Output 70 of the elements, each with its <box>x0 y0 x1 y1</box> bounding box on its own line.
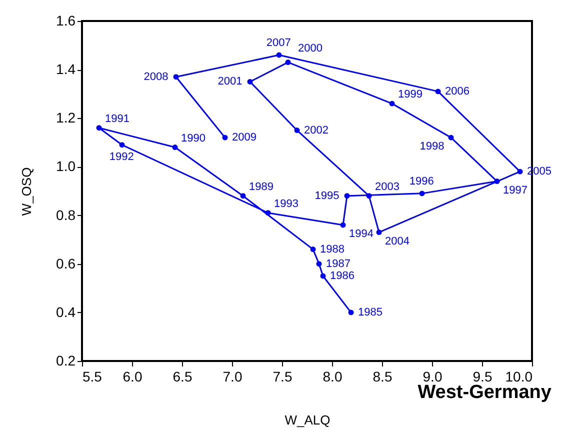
x-tick-label: 8.0 <box>322 368 342 384</box>
y-tick-label: 0.6 <box>56 255 76 272</box>
x-axis-title: W_ALQ <box>284 412 330 428</box>
point <box>294 128 300 134</box>
annotation: 1997 <box>503 184 528 196</box>
x-tick-label: 9.5 <box>472 368 492 384</box>
annotation: 1990 <box>181 132 206 144</box>
point <box>389 100 395 106</box>
x-tick-label: 5.5 <box>82 368 102 384</box>
point <box>320 273 326 279</box>
annotation: 2003 <box>375 180 400 193</box>
annotation: 1995 <box>314 190 340 202</box>
annotation: 2001 <box>218 76 242 88</box>
point <box>240 193 246 199</box>
point <box>448 134 454 140</box>
point <box>247 78 253 84</box>
annotation: 1993 <box>274 198 298 210</box>
annotation: 2004 <box>385 235 410 248</box>
annotation: 2006 <box>445 85 470 98</box>
annotation: 1987 <box>326 258 350 270</box>
x-tick-label: 7.5 <box>272 368 292 384</box>
point <box>366 193 372 199</box>
point <box>96 125 102 131</box>
y-tick-label: 1.0 <box>56 158 76 174</box>
y-axis-title: W_OSQ <box>19 167 34 216</box>
annotation: 1999 <box>398 88 422 101</box>
point <box>419 190 425 196</box>
y-tick-label: 0.2 <box>56 352 76 368</box>
x-tick-label: 6.5 <box>172 368 192 384</box>
point <box>310 246 316 252</box>
x-tick-label: 10.0 <box>505 368 533 384</box>
point <box>276 52 282 58</box>
point <box>173 74 179 80</box>
annotation: 2002 <box>304 124 328 136</box>
annotation: 1991 <box>105 112 130 125</box>
point <box>265 210 271 216</box>
point <box>172 144 178 150</box>
x-tick-label: 7.0 <box>222 368 242 384</box>
annotation: 1994 <box>349 228 374 240</box>
point <box>340 222 346 228</box>
annotation: 1986 <box>330 270 354 282</box>
text: West-Germany <box>418 382 552 403</box>
annotation: 2008 <box>144 70 168 83</box>
point <box>494 178 500 184</box>
point <box>517 168 523 174</box>
annotation: 2007 <box>266 37 291 49</box>
y-tick-label: 0.4 <box>56 304 76 320</box>
y-tick-label: 1.6 <box>56 12 76 28</box>
point <box>119 142 125 148</box>
y-tick-label: 1.2 <box>56 110 76 126</box>
point <box>344 193 350 199</box>
x-tick-label: 6.0 <box>122 368 142 384</box>
annotation: 1996 <box>409 175 434 188</box>
point <box>316 261 322 267</box>
x-tick-label: 8.5 <box>372 368 392 384</box>
x-tick-label: 9.0 <box>422 368 442 384</box>
annotation: 1988 <box>320 243 344 256</box>
annotation: 1985 <box>358 306 382 318</box>
annotation: 2000 <box>298 42 322 54</box>
point <box>222 134 228 140</box>
y-tick-label: 1.4 <box>56 61 76 78</box>
point <box>348 310 354 316</box>
annotation: 2009 <box>232 132 256 144</box>
annotation: 1989 <box>249 180 274 193</box>
y-tick-label: 0.8 <box>56 206 76 223</box>
point <box>285 60 291 66</box>
point <box>435 88 441 94</box>
annotation: 1998 <box>420 140 444 153</box>
point <box>376 230 382 236</box>
annotation: 1992 <box>109 150 134 163</box>
